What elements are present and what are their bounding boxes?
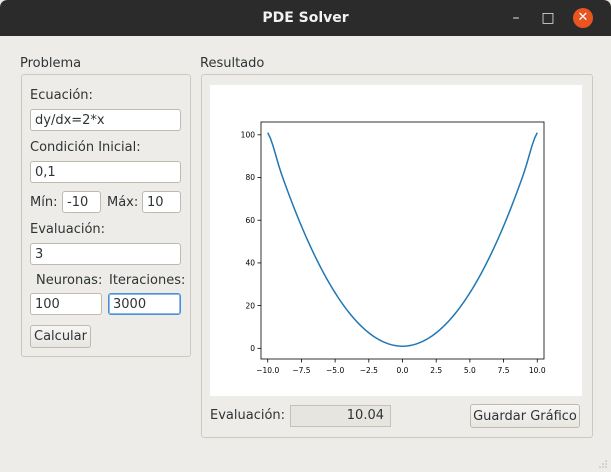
- x-tick-label: −2.5: [360, 366, 378, 375]
- equation-input[interactable]: [30, 109, 181, 131]
- y-tick-label: 0: [250, 344, 255, 353]
- problem-group: [21, 74, 191, 357]
- iterations-input[interactable]: [108, 293, 181, 315]
- x-tick-label: −5.0: [326, 366, 344, 375]
- x-tick-label: 7.5: [498, 366, 510, 375]
- problem-group-title: Problema: [20, 56, 82, 71]
- min-label: Mín:: [30, 195, 58, 210]
- x-tick-label: −10.0: [256, 366, 279, 375]
- y-tick-label: 40: [245, 259, 255, 268]
- maximize-icon[interactable]: □: [541, 10, 555, 26]
- x-tick-label: −7.5: [292, 366, 310, 375]
- result-group-title: Resultado: [200, 56, 265, 71]
- calculate-button[interactable]: Calcular: [30, 325, 91, 348]
- max-label: Máx:: [107, 195, 139, 210]
- result-group: [201, 74, 593, 438]
- result-chart: −10.0 −7.5 −5.0 −2.5 0.0 2.5 5.0 7.5 10.0 0 20 40 60…: [241, 121, 546, 375]
- x-tick-label: 10.0: [529, 366, 546, 375]
- evaluation-input[interactable]: [30, 243, 181, 265]
- result-evaluation-value: 10.04: [290, 405, 391, 427]
- result-evaluation-label: Evaluación:: [210, 408, 286, 423]
- initial-condition-input[interactable]: [30, 161, 181, 183]
- plot-frame: [260, 121, 545, 360]
- y-tick-label: 80: [245, 173, 255, 182]
- resize-grip-icon[interactable]: [598, 459, 608, 469]
- x-tick-label: 0.0: [397, 366, 409, 375]
- y-tick-label: 20: [245, 301, 255, 310]
- iterations-label: Iteraciones:: [109, 273, 186, 288]
- neurons-input[interactable]: [30, 293, 102, 315]
- y-tick-label: 60: [245, 216, 255, 225]
- window-title: PDE Solver: [262, 10, 349, 26]
- minimize-icon[interactable]: –: [512, 10, 520, 26]
- evaluation-label: Evaluación:: [30, 222, 106, 237]
- close-icon[interactable]: ✕: [573, 8, 593, 28]
- x-tick-label: 2.5: [430, 366, 442, 375]
- equation-label: Ecuación:: [30, 88, 93, 103]
- save-chart-button[interactable]: Guardar Gráfico: [470, 404, 580, 428]
- title-bar: PDE Solver – □ ✕: [0, 0, 611, 36]
- initial-condition-label: Condición Inicial:: [30, 140, 141, 155]
- x-tick-label: 5.0: [464, 366, 476, 375]
- series-line: [267, 132, 538, 347]
- y-tick-label: 100: [241, 131, 256, 140]
- neurons-label: Neuronas:: [36, 273, 103, 288]
- plot-canvas: −10.0 −7.5 −5.0 −2.5 0.0 2.5 5.0 7.5 10.0 0 20 40 60…: [210, 85, 582, 396]
- min-input[interactable]: [62, 191, 101, 213]
- max-input[interactable]: [142, 191, 181, 213]
